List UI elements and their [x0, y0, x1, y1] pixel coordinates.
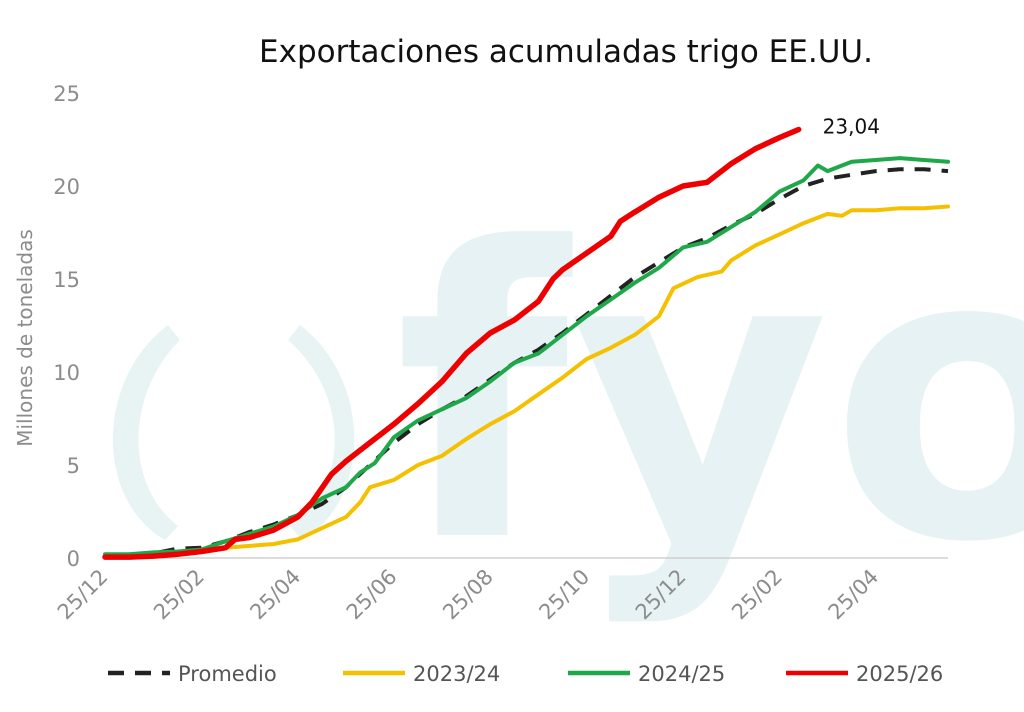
y-tick-label: 0 — [67, 547, 80, 571]
last-value-annotation: 23,04 — [823, 114, 880, 138]
series-line-2024-25 — [103, 156, 950, 557]
y-tick-label: 20 — [53, 175, 80, 199]
legend-label: Promedio — [178, 662, 277, 686]
y-tick-label: 15 — [53, 268, 80, 292]
watermark-text: fyo — [395, 165, 1024, 630]
watermark-bracket-right — [288, 325, 355, 540]
y-axis-label: Millones de toneladas — [13, 229, 37, 447]
watermark-bracket — [112, 325, 180, 540]
series-line-2023-24 — [103, 204, 950, 559]
series-group — [102, 126, 950, 560]
x-tick-label: 25/04 — [245, 565, 305, 625]
y-tick-label: 5 — [67, 454, 80, 478]
legend-label: 2025/26 — [856, 662, 943, 686]
legend-label: 2024/25 — [638, 662, 725, 686]
watermark-logo: fyo — [112, 165, 1024, 630]
series-line-2025-26 — [102, 126, 802, 560]
y-tick-label: 25 — [53, 82, 80, 106]
x-tick-label: 25/06 — [342, 565, 402, 625]
y-tick-label: 10 — [53, 361, 80, 385]
legend: Promedio 2023/24 2024/25 2025/26 — [108, 662, 943, 686]
chart-title: Exportaciones acumuladas trigo EE.UU. — [259, 34, 873, 70]
x-tick-label: 25/02 — [149, 565, 209, 625]
x-tick-label: 25/12 — [53, 565, 113, 625]
legend-label: 2023/24 — [413, 662, 500, 686]
y-tick-group: 0 5 10 15 20 25 — [53, 82, 80, 571]
